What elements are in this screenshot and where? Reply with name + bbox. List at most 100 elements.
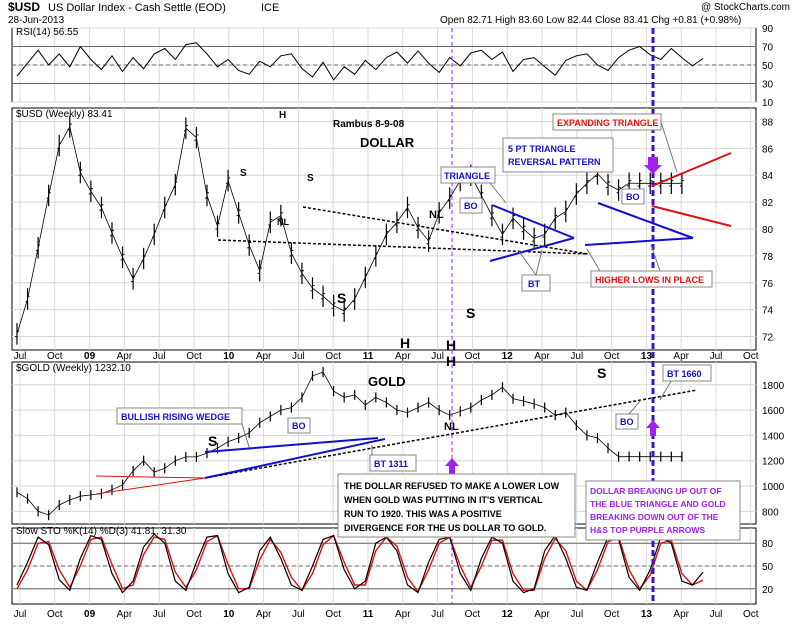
divergence-note-line3: RUN TO 1920. THIS WAS A POSITIVE [344,509,502,519]
header-name: US Dollar Index - Cash Settle (EOD) [48,2,226,14]
purple-arrow-up-2011 [445,458,459,474]
bt-1660-pointer [659,380,672,401]
usd-inverse-h: H [400,335,410,351]
bo-box-1 [459,197,483,214]
gold-y-tick-label: 1000 [762,482,785,493]
x-axis-label-bottom: 10 [223,609,235,620]
usd-price-line [16,125,682,335]
triangle-label: TRIANGLE [444,171,490,181]
x-axis-label-bottom: Jul [292,609,305,620]
sto-y-tick-label: 50 [762,562,774,573]
breaking-note-line1: DOLLAR BREAKING UP OUT OF [590,486,722,496]
red-wedge-lower [95,477,206,495]
sto-y-tick-label: 20 [762,585,774,596]
x-axis-label-bottom: Apr [117,609,133,620]
header-date: 28-Jun-2013 [8,15,65,26]
five-pt-triangle-line1: 5 PT TRIANGLE [508,144,576,154]
x-axis-label-mid: Oct [465,351,481,362]
triangle-pointer [489,182,507,204]
gold-bo-pointer-2 [628,399,642,415]
blue-triangle2-lower [584,237,694,246]
x-axis-label-bottom: Apr [256,609,272,620]
usd-y-tick-label: 82 [762,198,774,209]
triangle-label-box [440,166,496,184]
higher-lows-pointer-b [650,244,661,272]
x-axis-label-mid: Apr [117,351,133,362]
rsi-y-tick-label: 70 [762,43,774,54]
usd-nl-label-right: NL [429,209,444,221]
x-axis-label-bottom: Oct [743,609,759,620]
x-axis-label-mid: Oct [186,351,202,362]
divergence-note-box [337,473,576,538]
x-axis-label-mid: Jul [153,351,166,362]
expanding-triangle-pointer [660,121,678,173]
divergence-note-line2: WHEN GOLD WAS PUTTING IN IT'S VERTICAL [344,495,543,505]
bo-box-2 [621,188,645,205]
header-copyright: @ StockCharts.com [701,2,790,13]
x-axis-label-mid: 11 [363,351,374,362]
header-symbol: $USD [8,0,40,14]
x-axis-label-mid: Jul [14,351,27,362]
x-axis-label-bottom: Jul [570,609,583,620]
x-axis-label-bottom: Jul [710,609,723,620]
x-axis-label-bottom: Oct [47,609,63,620]
gold-y-tick-label: 1200 [762,457,785,468]
x-axis-label-bottom: Oct [186,609,202,620]
x-axis-label-mid: Oct [604,351,620,362]
blue-wedge-lower [204,438,386,479]
gold-y-tick-label: 1600 [762,406,785,417]
gold-head-label: H [446,353,456,369]
usd-left-shoulder-label: S [240,168,247,179]
x-axis-label-mid: 13 [641,351,653,362]
gold-y-tick-label: 1400 [762,431,785,442]
x-axis-label-bottom: 11 [363,609,374,620]
gold-title-label: GOLD [368,374,406,389]
bt-label: BT [528,279,540,289]
red-wedge-upper [95,475,206,479]
x-axis-labels-mid: Jul Oct 09 Apr Jul Oct 10 Apr Jul Oct 11 Apr Jul Oct 1… [14,351,759,362]
five-pt-triangle-line2: REVERSAL PATTERN [508,157,601,167]
five-pt-triangle-box [502,137,614,173]
red-triangle-upper [651,152,732,187]
bt-1311-label: BT 1311 [374,459,408,469]
chart-header: $USD US Dollar Index - Cash Settle (EOD)… [8,0,790,26]
usd-y-tick-label: 86 [762,144,774,155]
usd-inverse-h-top: H [446,337,456,353]
gold-bo-label-2: BO [620,417,634,427]
bullish-wedge-label: BULLISH RISING WEDGE [121,412,230,422]
bt-pointer-b [535,249,543,276]
breaking-note-line2: THE BLUE TRIANGLE AND GOLD [590,499,726,509]
breaking-note-line4: H&S TOP PURPLE ARROWS [590,525,705,535]
red-triangle-lower [651,205,732,227]
blue-wedge-upper [204,437,379,453]
bt-pointer-a [517,249,537,276]
higher-lows-box [590,270,713,288]
bullish-wedge-box [116,407,243,425]
usd-neckline-left [217,239,589,255]
x-axis-label-bottom: Apr [534,609,550,620]
sto-panel-label: Slow STO %K(14) %D(3) 41.81, 31.30 [16,526,187,537]
gold-y-tick-label: 800 [762,507,779,518]
divergence-note-line4: DIVERGENCE FOR THE US DOLLAR TO GOLD. [344,523,546,533]
gold-price-line [16,371,682,516]
usd-head-label: H [279,110,286,121]
x-axis-label-mid: 09 [84,351,96,362]
x-axis-label-bottom: Apr [395,609,411,620]
gold-bo-box-1 [287,417,311,434]
bt-1660-label: BT 1660 [667,369,702,379]
higher-lows-pointer-a [586,248,601,272]
x-axis-label-bottom: Jul [14,609,27,620]
gold-annotations: GOLD S H S NL BULLISH RISING WEDGE BO BT… [95,353,741,541]
usd-y-tick-label: 88 [762,117,774,128]
gold-right-shoulder-label: S [597,365,606,381]
rambus-label: Rambus 8-9-08 [333,119,405,130]
sto-d-line [16,534,704,594]
higher-lows-label: HIGHER LOWS IN PLACE [595,275,704,285]
x-axis-label-mid: Apr [673,351,689,362]
x-axis-label-mid: Oct [325,351,341,362]
bo-label-2: BO [626,192,640,202]
purple-arrow-up-2013 [646,420,660,436]
reference-lines [12,46,756,590]
x-axis-label-bottom: 13 [641,609,653,620]
